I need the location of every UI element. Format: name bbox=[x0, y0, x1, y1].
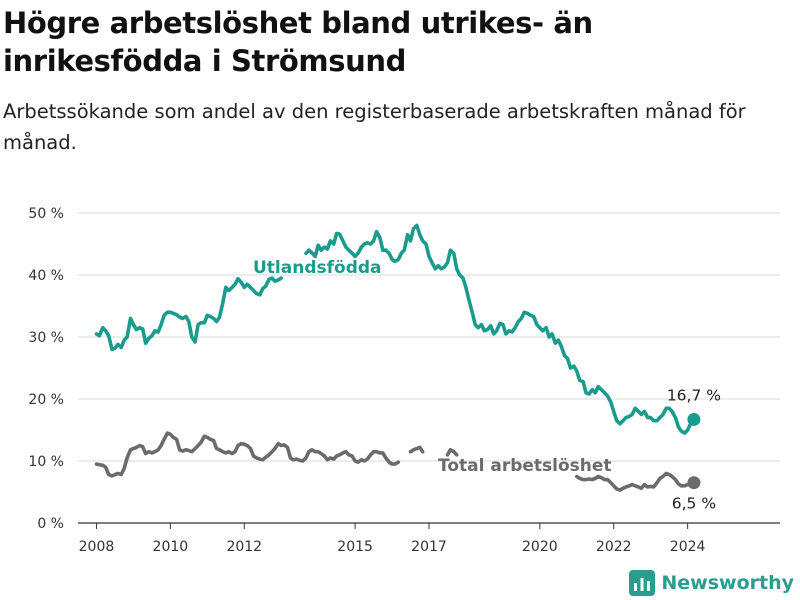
series-label-total: Total arbetslöshet bbox=[438, 456, 612, 476]
series-line-total-arbetsl-shet bbox=[575, 471, 696, 492]
series-line-total-arbetsl-shet bbox=[94, 431, 401, 478]
end-value-label-utlandsfodda: 16,7 % bbox=[667, 386, 721, 404]
series-line-total-arbetsl-shet bbox=[445, 448, 459, 457]
bar-chart-logo-icon bbox=[629, 570, 656, 596]
series-line-utlandsf-dda bbox=[94, 276, 283, 352]
series-line-utlandsf-dda bbox=[304, 223, 696, 435]
x-tick-label: 2012 bbox=[226, 539, 262, 555]
y-tick-label: 30 % bbox=[28, 330, 64, 346]
y-tick-label: 40 % bbox=[28, 268, 64, 284]
x-tick-label: 2015 bbox=[337, 539, 373, 555]
chart-subtitle: Arbetssökande som andel av den registerb… bbox=[3, 100, 746, 154]
x-tick-label: 2024 bbox=[670, 539, 706, 555]
x-tick-label: 2017 bbox=[411, 539, 447, 555]
y-tick-label: 10 % bbox=[28, 454, 64, 470]
end-value-label-total: 6,5 % bbox=[672, 495, 716, 513]
y-tick-label: 0 % bbox=[37, 516, 64, 532]
series-end-dot-total-arbetsl-shet bbox=[687, 476, 701, 490]
newsworthy-branding: Newsworthy bbox=[629, 570, 794, 596]
y-axis-ticks: 0 % 10 % 20 % 30 % 40 % 50 % bbox=[28, 206, 64, 532]
y-tick-label: 20 % bbox=[28, 392, 64, 408]
x-axis: 2008 2010 2012 2015 2017 2020 2022 2024 bbox=[79, 523, 706, 555]
x-tick-label: 2022 bbox=[596, 539, 632, 555]
series-label-utlandsfodda: Utlandsfödda bbox=[253, 258, 382, 278]
series-end-dot-utlandsf-dda bbox=[687, 412, 701, 426]
x-tick-label: 2008 bbox=[79, 539, 115, 555]
series-lines bbox=[94, 223, 701, 492]
y-tick-label: 50 % bbox=[28, 206, 64, 222]
x-tick-label: 2020 bbox=[522, 539, 558, 555]
series-labels: Utlandsfödda Total arbetslöshet 16,7 % 6,5 … bbox=[253, 258, 721, 513]
brand-name: Newsworthy bbox=[661, 572, 794, 594]
chart-title: Högre arbetslöshet bland utrikes- än inr… bbox=[3, 6, 593, 78]
series-line-total-arbetsl-shet bbox=[408, 445, 425, 454]
x-tick-label: 2010 bbox=[153, 539, 189, 555]
